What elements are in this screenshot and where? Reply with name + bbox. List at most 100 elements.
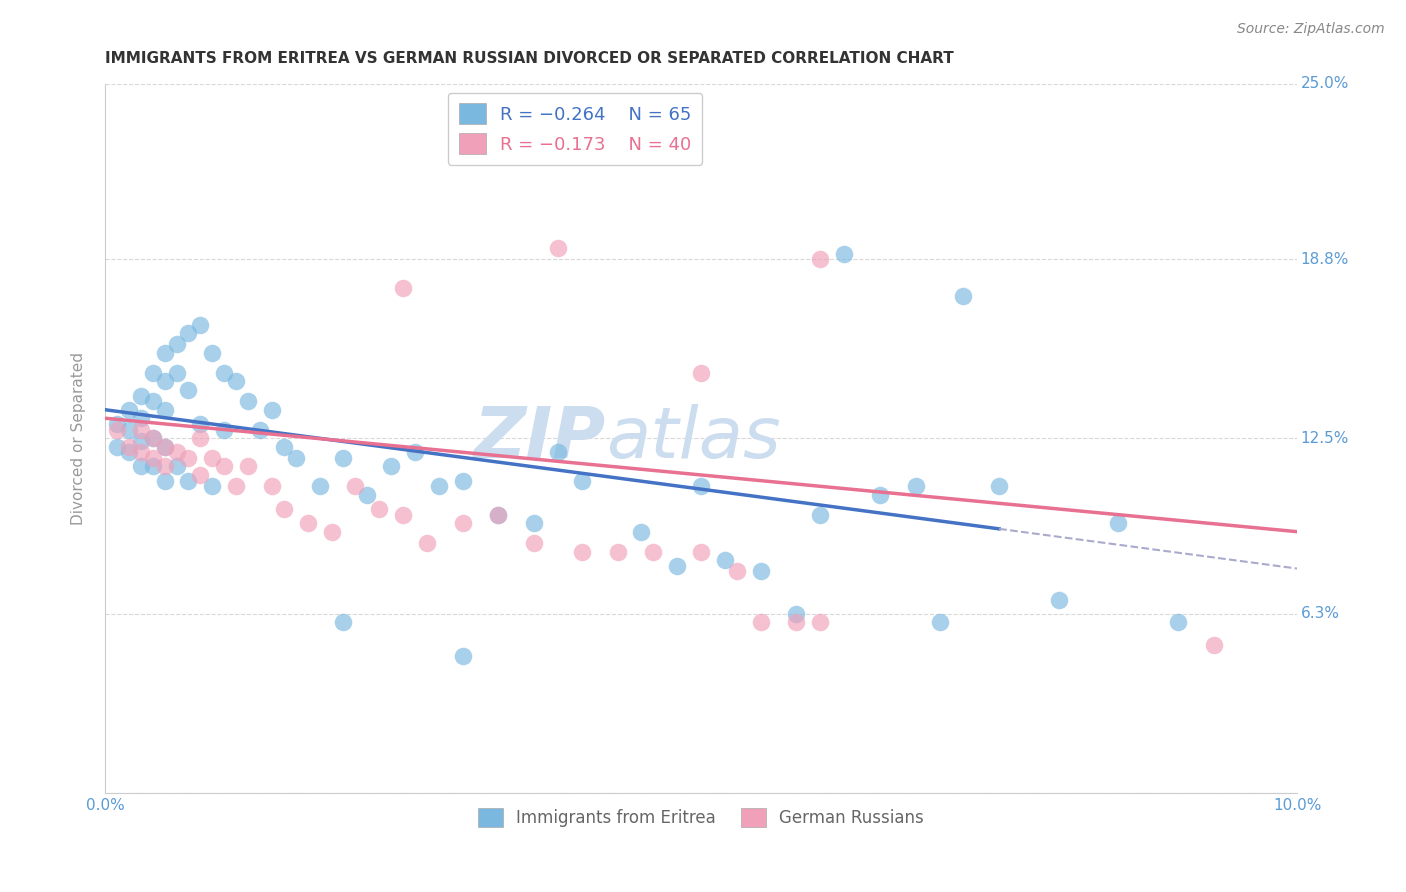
Point [714, 553, 737, 567]
Point [142, 431, 165, 445]
Point [904, 479, 927, 493]
Text: 25.0%: 25.0% [1301, 76, 1350, 91]
Point [404, 445, 426, 459]
Point [129, 411, 152, 425]
Point [190, 431, 212, 445]
Point [177, 450, 200, 465]
Legend: Immigrants from Eritrea, German Russians: Immigrants from Eritrea, German Russians [471, 801, 931, 834]
Point [236, 459, 259, 474]
Point [142, 459, 165, 474]
Point [321, 524, 343, 539]
Point [571, 544, 593, 558]
Point [523, 516, 546, 531]
Point [225, 479, 247, 493]
Point [201, 479, 224, 493]
Point [808, 615, 831, 630]
Point [153, 346, 176, 360]
Point [749, 565, 772, 579]
Point [142, 450, 165, 465]
Point [105, 417, 128, 431]
Point [690, 544, 713, 558]
Point [105, 423, 128, 437]
Point [153, 474, 176, 488]
Point [284, 450, 307, 465]
Point [725, 565, 748, 579]
Point [260, 402, 283, 417]
Point [201, 346, 224, 360]
Point [260, 479, 283, 493]
Point [142, 431, 165, 445]
Point [177, 326, 200, 340]
Point [643, 544, 665, 558]
Point [212, 459, 235, 474]
Point [869, 488, 891, 502]
Point [332, 450, 354, 465]
Point [142, 394, 165, 409]
Point [190, 417, 212, 431]
Point [118, 423, 141, 437]
Point [166, 366, 188, 380]
Point [153, 440, 176, 454]
Point [177, 474, 200, 488]
Point [236, 394, 259, 409]
Point [129, 423, 152, 437]
Point [785, 607, 807, 621]
Point [212, 423, 235, 437]
Point [273, 440, 295, 454]
Point [427, 479, 450, 493]
Point [749, 615, 772, 630]
Point [332, 615, 354, 630]
Point [118, 445, 141, 459]
Point [118, 402, 141, 417]
Point [142, 366, 165, 380]
Point [190, 467, 212, 482]
Point [166, 445, 188, 459]
Text: 18.8%: 18.8% [1301, 252, 1350, 267]
Point [118, 440, 141, 454]
Text: atlas: atlas [606, 403, 780, 473]
Point [177, 383, 200, 397]
Point [832, 246, 855, 260]
Point [356, 488, 378, 502]
Point [129, 388, 152, 402]
Point [201, 450, 224, 465]
Point [988, 479, 1011, 493]
Point [297, 516, 319, 531]
Point [690, 479, 713, 493]
Point [808, 252, 831, 267]
Point [523, 536, 546, 550]
Point [273, 502, 295, 516]
Text: Source: ZipAtlas.com: Source: ZipAtlas.com [1237, 22, 1385, 37]
Point [416, 536, 439, 550]
Point [1047, 592, 1070, 607]
Point [952, 289, 974, 303]
Point [129, 459, 152, 474]
Point [451, 516, 474, 531]
Point [392, 508, 415, 522]
Point [666, 558, 689, 573]
Text: IMMIGRANTS FROM ERITREA VS GERMAN RUSSIAN DIVORCED OR SEPARATED CORRELATION CHAR: IMMIGRANTS FROM ERITREA VS GERMAN RUSSIA… [105, 51, 953, 66]
Point [690, 366, 713, 380]
Point [1167, 615, 1189, 630]
Text: 6.3%: 6.3% [1301, 607, 1340, 622]
Point [129, 445, 152, 459]
Point [486, 508, 509, 522]
Point [166, 459, 188, 474]
Point [547, 445, 569, 459]
Point [153, 402, 176, 417]
Point [225, 375, 247, 389]
Point [486, 508, 509, 522]
Point [105, 440, 128, 454]
Y-axis label: Divorced or Separated: Divorced or Separated [72, 351, 86, 524]
Point [928, 615, 950, 630]
Point [153, 440, 176, 454]
Point [166, 337, 188, 351]
Point [368, 502, 391, 516]
Point [380, 459, 402, 474]
Point [153, 459, 176, 474]
Point [451, 474, 474, 488]
Point [606, 544, 628, 558]
Point [249, 423, 271, 437]
Point [571, 474, 593, 488]
Point [212, 366, 235, 380]
